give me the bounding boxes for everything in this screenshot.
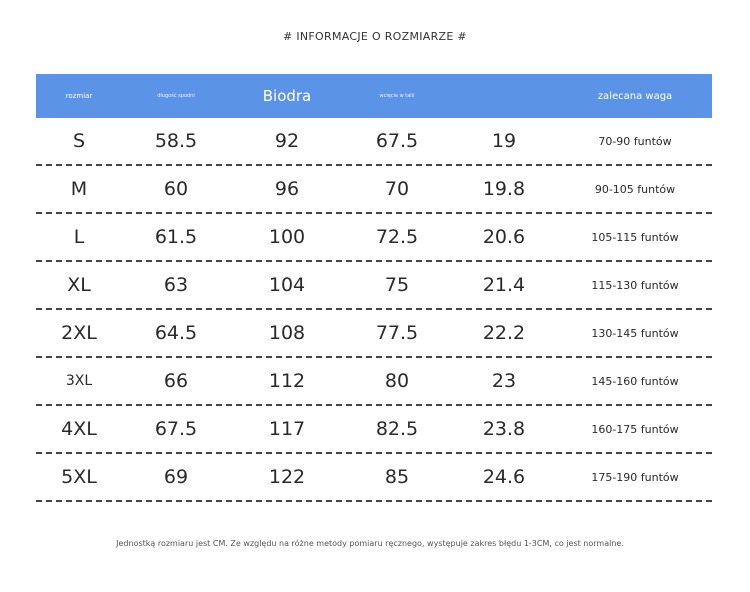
cell-size: 4XL	[61, 418, 97, 440]
cell-weight: 145-160 funtów	[591, 374, 679, 388]
table-row: 4XL 67.5 117 82.5 23.8 160-175 funtów	[36, 406, 712, 454]
page-title: # INFORMACJE O ROZMIARZE #	[283, 30, 467, 43]
cell-weight: 130-145 funtów	[591, 326, 679, 340]
cell-hips: 104	[268, 274, 306, 296]
cell-length: 63	[163, 274, 189, 296]
cell-length: 60	[163, 178, 189, 200]
cell-waist: 70	[384, 178, 410, 200]
cell-length: 66	[163, 370, 189, 392]
cell-weight: 90-105 funtów	[594, 182, 676, 196]
cell-weight: 160-175 funtów	[591, 422, 679, 436]
cell-length: 64.5	[154, 322, 198, 344]
cell-hips: 100	[268, 226, 306, 248]
cell-col5: 22.2	[482, 322, 526, 344]
cell-hips: 108	[268, 322, 306, 344]
cell-weight: 105-115 funtów	[591, 230, 679, 244]
table-row: 5XL 69 122 85 24.6 175-190 funtów	[36, 454, 712, 502]
footer-note: Jednostką rozmiaru jest CM. Ze względu n…	[116, 539, 624, 548]
cell-waist: 67.5	[375, 130, 419, 152]
cell-length: 69	[163, 466, 189, 488]
cell-col5: 23.8	[482, 418, 526, 440]
table-row: M 60 96 70 19.8 90-105 funtów	[36, 166, 712, 214]
cell-waist: 85	[384, 466, 410, 488]
header-length: długość spodni	[157, 93, 195, 99]
cell-waist: 75	[384, 274, 410, 296]
cell-length: 58.5	[154, 130, 198, 152]
cell-size: XL	[67, 274, 91, 296]
cell-waist: 82.5	[375, 418, 419, 440]
header-size: rozmiar	[65, 92, 93, 100]
cell-waist: 72.5	[375, 226, 419, 248]
cell-hips: 117	[268, 418, 306, 440]
cell-size: 2XL	[61, 322, 97, 344]
cell-length: 67.5	[154, 418, 198, 440]
cell-col5: 20.6	[482, 226, 526, 248]
table-header: rozmiar długość spodni Biodra wcięcie w …	[36, 74, 712, 118]
cell-hips: 112	[268, 370, 306, 392]
table-row: S 58.5 92 67.5 19 70-90 funtów	[36, 118, 712, 166]
size-table: rozmiar długość spodni Biodra wcięcie w …	[36, 74, 712, 502]
header-waist: wcięcie w talii	[379, 93, 415, 99]
table-row: 3XL 66 112 80 23 145-160 funtów	[36, 358, 712, 406]
cell-col5: 23	[491, 370, 517, 392]
cell-size: S	[72, 130, 86, 152]
table-row: XL 63 104 75 21.4 115-130 funtów	[36, 262, 712, 310]
cell-col5: 24.6	[482, 466, 526, 488]
table-row: L 61.5 100 72.5 20.6 105-115 funtów	[36, 214, 712, 262]
cell-col5: 19	[491, 130, 517, 152]
cell-size: 3XL	[65, 373, 93, 389]
cell-length: 61.5	[154, 226, 198, 248]
table-row: 2XL 64.5 108 77.5 22.2 130-145 funtów	[36, 310, 712, 358]
cell-weight: 70-90 funtów	[598, 134, 672, 148]
header-weight: zalecana waga	[597, 90, 673, 102]
cell-size: 5XL	[61, 466, 97, 488]
header-hips: Biodra	[262, 87, 312, 105]
cell-hips: 96	[274, 178, 300, 200]
cell-col5: 19.8	[482, 178, 526, 200]
cell-hips: 92	[274, 130, 300, 152]
cell-weight: 175-190 funtów	[591, 470, 679, 484]
cell-hips: 122	[268, 466, 306, 488]
cell-waist: 77.5	[375, 322, 419, 344]
cell-size: L	[73, 226, 85, 248]
cell-size: M	[70, 178, 88, 200]
cell-weight: 115-130 funtów	[591, 278, 679, 292]
cell-col5: 21.4	[482, 274, 526, 296]
cell-waist: 80	[384, 370, 410, 392]
